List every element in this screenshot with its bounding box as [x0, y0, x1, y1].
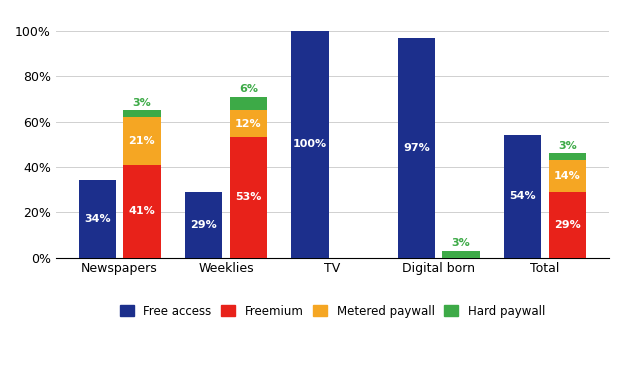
Text: 54%: 54% — [510, 191, 536, 201]
Bar — [398, 38, 435, 258]
Text: 53%: 53% — [235, 193, 261, 202]
Text: 100%: 100% — [293, 139, 327, 149]
Text: 3%: 3% — [452, 239, 470, 248]
Text: 6%: 6% — [239, 84, 258, 94]
Bar — [185, 192, 222, 258]
Bar — [291, 31, 329, 258]
Bar — [549, 153, 586, 160]
Bar — [79, 181, 116, 258]
Text: 3%: 3% — [132, 98, 151, 108]
Text: 29%: 29% — [190, 220, 217, 230]
Text: 12%: 12% — [235, 119, 261, 129]
Bar — [549, 192, 586, 258]
Bar — [230, 96, 267, 110]
Bar — [124, 117, 160, 165]
Bar — [549, 160, 586, 192]
Bar — [230, 110, 267, 137]
Text: 34%: 34% — [84, 214, 110, 224]
Text: 29%: 29% — [554, 220, 581, 230]
Text: 21%: 21% — [129, 136, 155, 146]
Bar — [124, 165, 160, 258]
Bar — [504, 135, 542, 258]
Bar — [230, 137, 267, 258]
Text: 97%: 97% — [403, 142, 430, 153]
Text: 3%: 3% — [558, 141, 577, 151]
Text: 14%: 14% — [554, 171, 581, 181]
Legend: Free access, Freemium, Metered paywall, Hard paywall: Free access, Freemium, Metered paywall, … — [115, 300, 550, 322]
Bar — [124, 110, 160, 117]
Bar — [442, 251, 480, 258]
Text: 41%: 41% — [129, 206, 155, 216]
